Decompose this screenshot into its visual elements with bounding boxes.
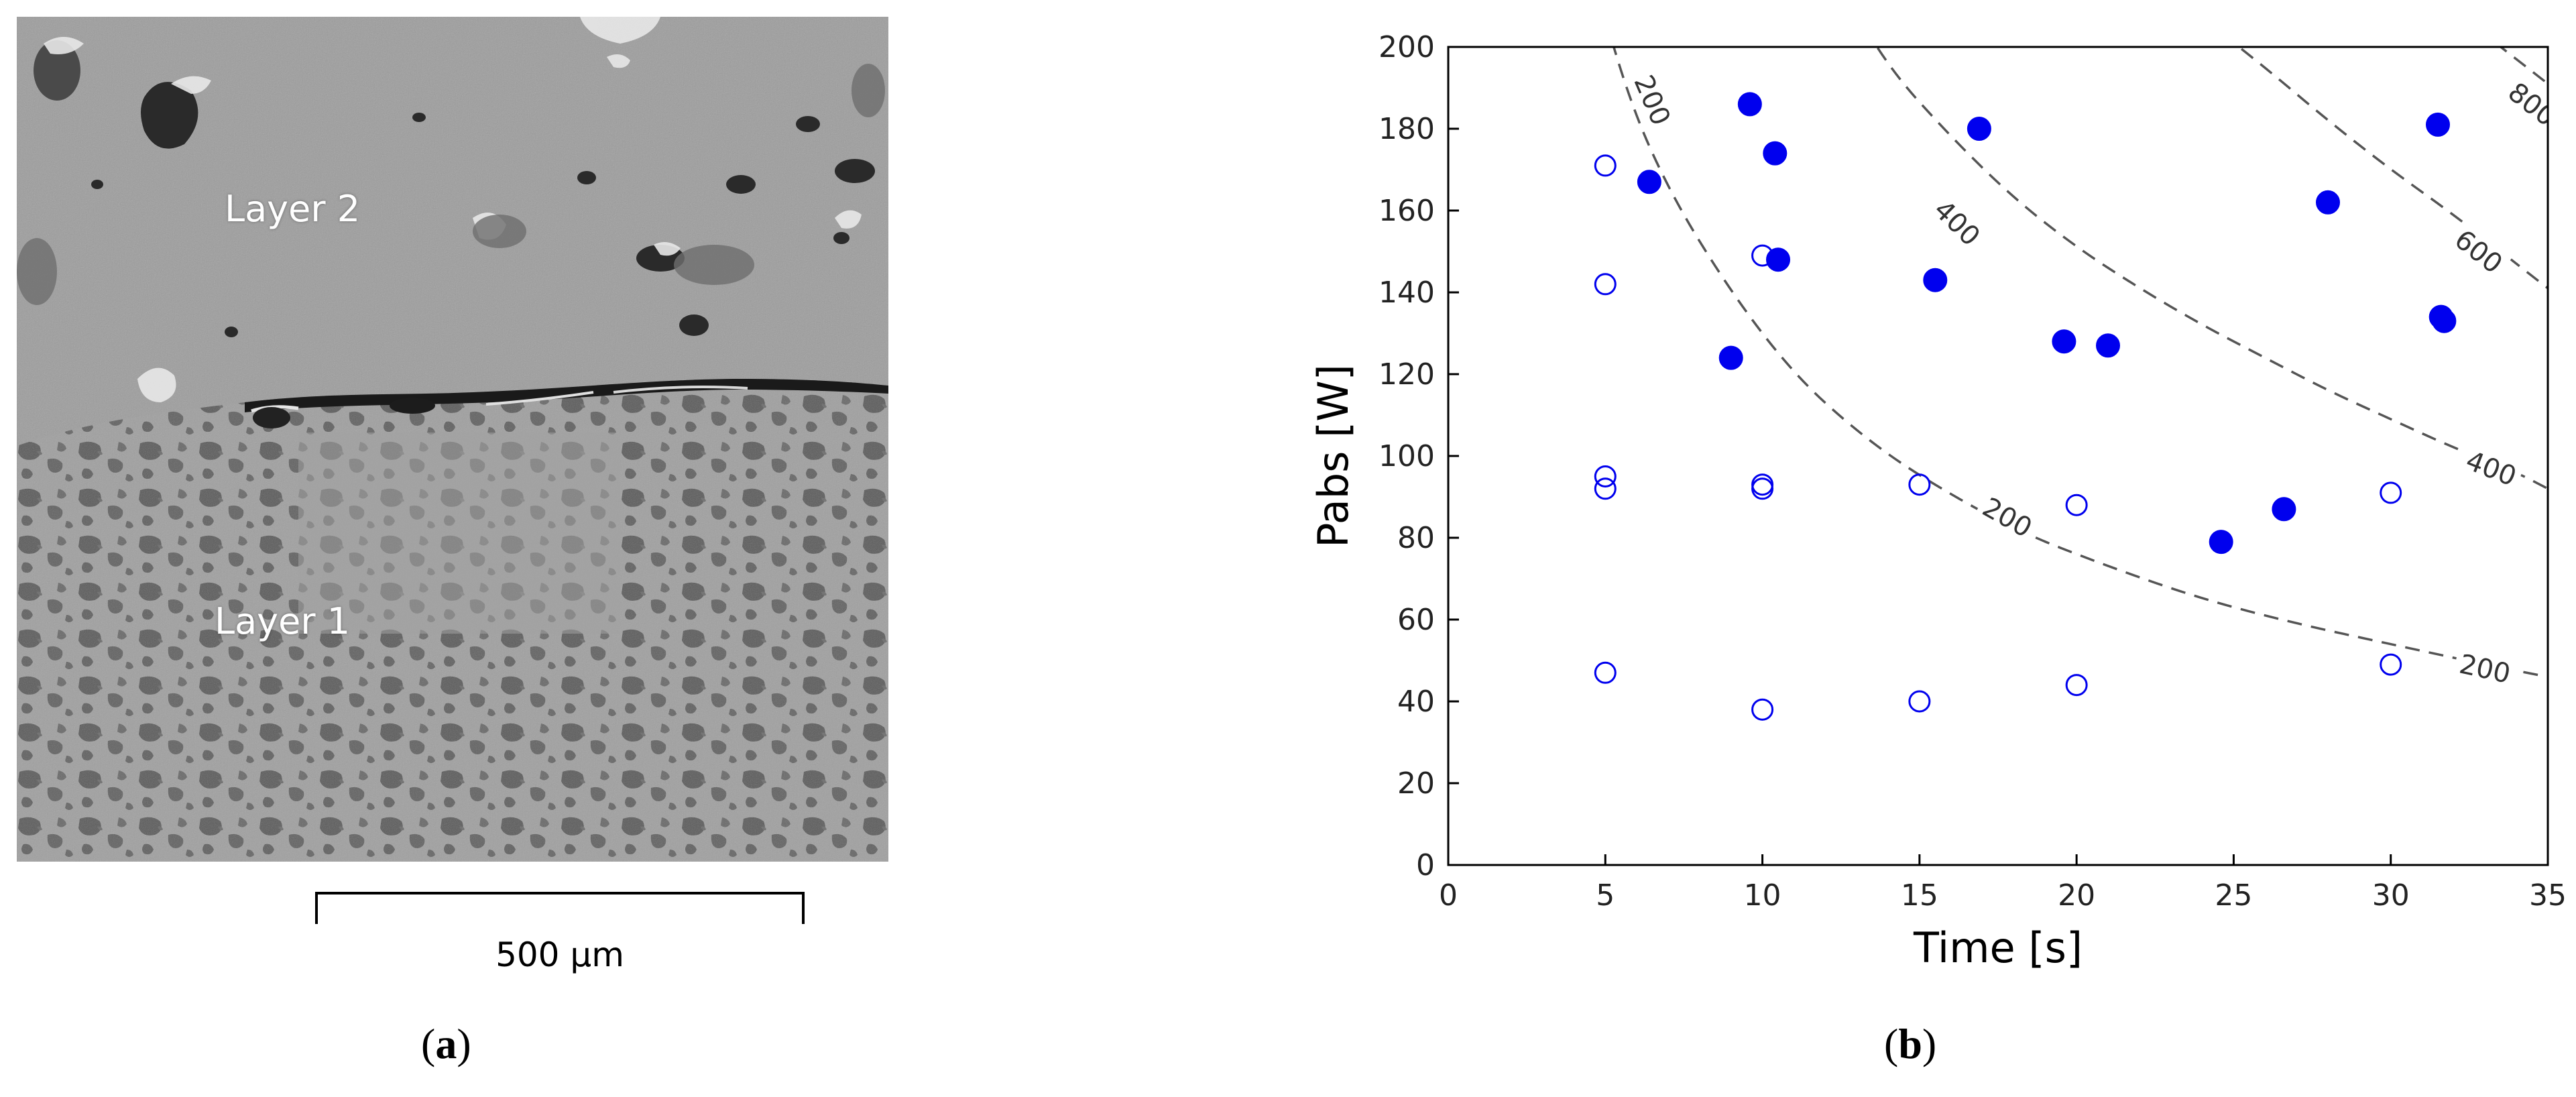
y-tick-label: 160 [1379,194,1435,228]
filled-data-point [2052,329,2076,354]
contour-label: 400 [2461,445,2520,493]
panel-label-b: (b) [1884,1020,1937,1067]
filled-data-point [1737,92,1762,117]
x-tick-label: 0 [1439,878,1458,913]
contour-line-800 [2498,47,2548,85]
panel-label-a: (a) [421,1020,471,1067]
x-tick-label: 25 [2215,878,2252,913]
x-tick-label: 5 [1596,878,1615,913]
layer-1-label: Layer 1 [215,600,351,642]
open-data-point [1751,477,1774,500]
filled-data-point [1637,170,1661,194]
filled-data-point [1967,117,1991,141]
x-tick-label: 20 [2058,878,2095,913]
scale-bar [315,892,805,924]
x-tick-label: 15 [1901,878,1938,913]
scale-bar-label: 500 µm [495,935,624,974]
y-tick-label: 100 [1379,439,1435,473]
open-data-point [1594,465,1617,487]
open-data-point [1594,154,1617,177]
data-points [1594,92,2457,721]
y-tick-label: 200 [1379,30,1435,64]
filled-data-point [2432,308,2457,333]
filled-data-point [2209,530,2233,555]
open-data-point [1751,698,1774,721]
plot-area-frame [1447,46,2549,866]
open-data-point [1751,473,1774,496]
y-tick-label: 120 [1379,357,1435,392]
x-tick-label: 30 [2372,878,2410,913]
filled-data-point [1923,268,1948,292]
layer-2-label: Layer 2 [225,188,361,230]
y-tick-label: 80 [1397,521,1435,555]
y-tick-label: 20 [1397,766,1435,801]
y-tick-label: 140 [1379,276,1435,310]
y-tick-label: 180 [1379,112,1435,146]
filled-data-point [1763,141,1788,166]
y-tick-label: 60 [1397,603,1435,637]
y-tick-label: 40 [1397,685,1435,719]
open-data-point [1594,273,1617,296]
filled-data-point [2272,497,2296,522]
open-data-point [1594,477,1617,500]
open-data-point [1594,661,1617,684]
open-data-point [2065,674,2088,697]
y-axis-label: Pabs [W] [1309,364,1358,548]
filled-data-point [2426,112,2450,137]
open-data-point [2380,481,2402,504]
open-data-point [2065,494,2088,516]
filled-data-point [2316,190,2340,215]
filled-data-point [1766,247,1790,272]
open-data-point [1908,473,1931,496]
x-tick-label: 10 [1744,878,1781,913]
x-axis-label: Time [s] [1913,923,2083,972]
filled-data-point [1718,345,1743,370]
sem-micrograph: Layer 2 Layer 1 [17,17,888,862]
micrograph-image [17,17,888,862]
open-data-point [2380,653,2402,676]
y-tick-label: 0 [1416,848,1435,882]
open-data-point [1908,690,1931,713]
contour-line-400 [1875,47,2548,490]
axis-ticks: 0 5 10 15 20 25 30 35 0 20 40 60 80 100 120 140 160 180 20… [1379,30,2567,913]
x-tick-label: 35 [2529,878,2567,913]
open-data-point [1751,244,1774,267]
filled-data-point [2096,333,2120,358]
